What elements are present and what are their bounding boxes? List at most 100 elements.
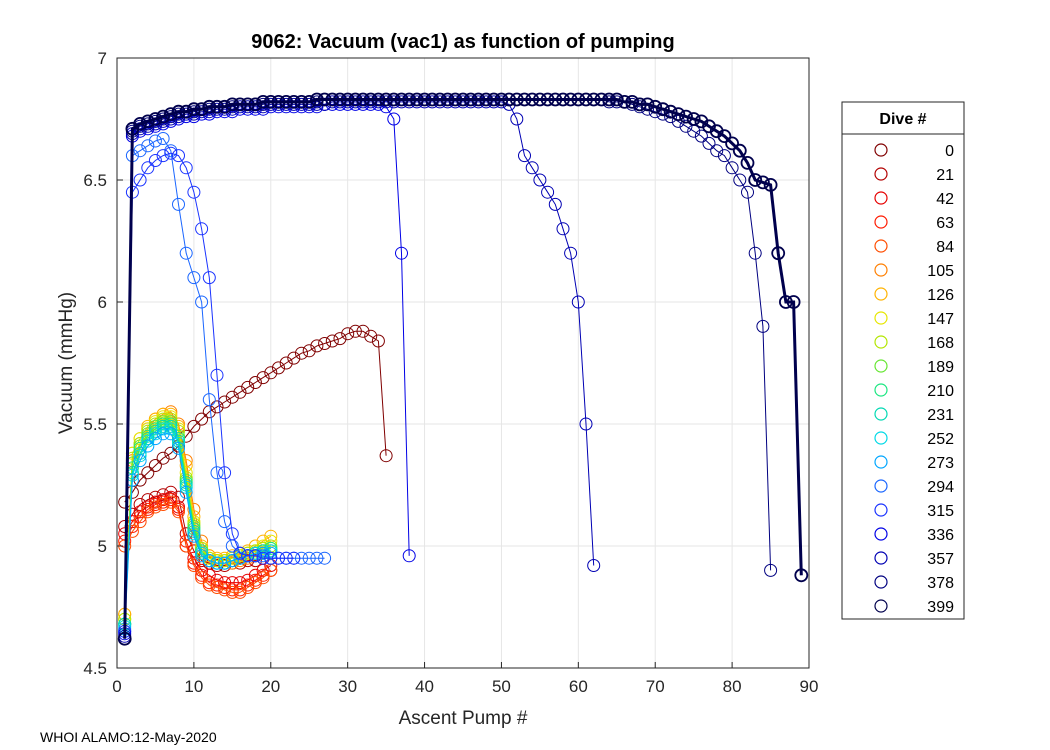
data-point	[756, 319, 770, 333]
legend-marker	[874, 167, 888, 181]
data-point	[294, 95, 309, 109]
data-point	[164, 495, 178, 509]
x-tick-label: 70	[646, 677, 665, 696]
data-point	[279, 551, 293, 565]
data-point	[341, 327, 355, 341]
data-point	[164, 146, 178, 160]
data-point	[794, 568, 809, 583]
y-tick-label: 6.5	[83, 171, 107, 190]
x-tick-label: 80	[723, 677, 742, 696]
data-point	[148, 134, 162, 148]
data-point	[148, 432, 162, 446]
legend-marker	[874, 359, 888, 373]
data-point	[295, 346, 308, 360]
data-point	[171, 104, 186, 119]
legend-item: 210	[874, 383, 954, 400]
data-point	[632, 97, 647, 112]
data-point	[202, 393, 216, 407]
data-point	[533, 92, 547, 107]
series-layer	[117, 92, 809, 646]
data-point	[225, 527, 239, 541]
data-point	[371, 334, 385, 348]
data-point	[518, 149, 531, 163]
data-point	[141, 139, 155, 153]
data-point	[379, 92, 394, 107]
data-point	[556, 222, 570, 236]
data-point	[156, 488, 170, 502]
data-point	[187, 271, 201, 285]
legend-label: 273	[927, 455, 954, 472]
data-point	[202, 271, 216, 285]
data-point	[225, 585, 239, 599]
data-point	[233, 385, 247, 399]
data-point	[195, 549, 209, 563]
legend-item: 294	[874, 479, 954, 496]
data-point	[187, 559, 201, 572]
legend-label: 126	[927, 287, 954, 304]
legend-item: 252	[874, 431, 954, 448]
legend-marker	[874, 503, 888, 517]
series-399	[117, 92, 809, 646]
data-point	[264, 546, 278, 560]
data-point	[764, 563, 778, 577]
data-point	[248, 97, 263, 112]
data-point	[625, 95, 640, 109]
data-point	[486, 92, 501, 107]
data-point	[456, 92, 470, 107]
data-point	[395, 246, 408, 260]
legend-item: 357	[874, 551, 954, 568]
data-point	[502, 92, 517, 107]
data-point	[148, 490, 162, 504]
data-point	[248, 568, 262, 582]
data-point	[148, 459, 162, 472]
data-point	[210, 556, 224, 570]
data-point	[248, 554, 262, 568]
data-point	[617, 95, 632, 109]
data-point	[240, 97, 255, 112]
legend-marker	[874, 335, 888, 349]
data-point	[702, 136, 716, 150]
legend-item: 147	[874, 311, 954, 328]
data-point	[564, 246, 578, 260]
data-point	[202, 99, 217, 114]
legend-label: 168	[927, 335, 954, 352]
x-tick-label: 20	[261, 677, 280, 696]
data-point	[318, 551, 332, 565]
legend-item: 126	[874, 287, 954, 304]
legend-marker	[874, 551, 888, 565]
data-point	[164, 422, 178, 436]
data-point	[141, 161, 155, 175]
data-point	[540, 92, 555, 107]
data-point	[387, 112, 401, 126]
data-point	[356, 324, 370, 338]
data-point	[164, 446, 178, 460]
data-point	[679, 109, 693, 124]
legend-marker	[874, 455, 888, 469]
data-point	[287, 551, 301, 565]
data-point	[356, 92, 370, 107]
x-tick-label: 60	[569, 677, 588, 696]
data-point	[133, 117, 148, 131]
data-point	[717, 129, 732, 144]
series-273	[118, 427, 278, 636]
data-point	[663, 104, 678, 119]
legend-label: 42	[936, 191, 954, 208]
legend-item: 105	[874, 263, 954, 280]
data-point	[210, 368, 224, 382]
plot-area	[117, 58, 809, 668]
data-point	[525, 161, 539, 175]
y-axis-label: Vacuum (mmHg)	[56, 292, 77, 434]
data-point	[379, 449, 393, 463]
tick-labels: 0 10 20 30 40 50 60 70 80 90 4.5 5 5.5 6 6.5 7	[83, 49, 818, 696]
data-point	[463, 92, 478, 107]
data-point	[394, 92, 409, 107]
data-point	[210, 99, 224, 114]
legend-label: 315	[927, 503, 954, 520]
legend-item: 42	[874, 191, 954, 208]
legend-label: 63	[936, 215, 954, 232]
data-point	[248, 376, 262, 389]
y-tick-label: 6	[98, 293, 107, 312]
data-point	[218, 576, 232, 590]
data-point	[656, 102, 670, 117]
series-line	[124, 501, 272, 593]
